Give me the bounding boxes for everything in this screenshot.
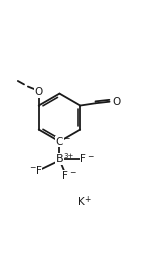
Text: −: − xyxy=(87,152,93,161)
Text: F: F xyxy=(80,154,86,164)
Text: C: C xyxy=(56,136,63,147)
Text: +: + xyxy=(85,194,91,203)
Text: O: O xyxy=(35,88,43,97)
Text: 3+: 3+ xyxy=(63,153,74,159)
Text: −: − xyxy=(69,168,75,177)
Text: K: K xyxy=(78,197,84,207)
Text: F: F xyxy=(62,171,68,181)
Text: −: − xyxy=(63,134,69,143)
Text: −: − xyxy=(29,164,35,173)
Text: O: O xyxy=(112,97,120,107)
Text: B: B xyxy=(56,154,63,164)
Text: F: F xyxy=(36,166,41,176)
